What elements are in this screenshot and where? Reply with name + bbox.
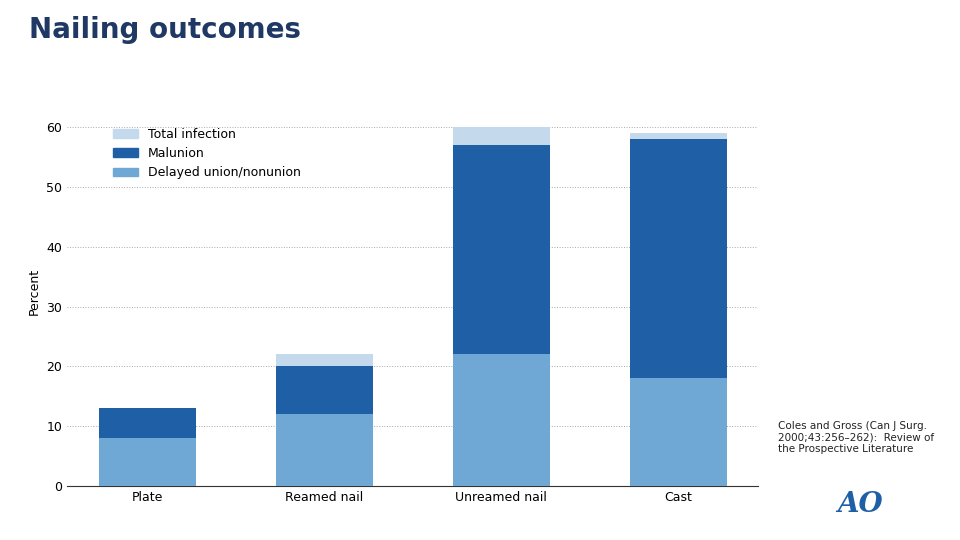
Text: Nailing outcomes: Nailing outcomes (29, 16, 300, 44)
Bar (99, 438, 196, 486)
Bar (276, 366, 373, 414)
Bar (630, 133, 727, 139)
Y-axis label: Percent: Percent (28, 268, 40, 315)
Bar (276, 354, 373, 366)
Bar (452, 354, 550, 486)
Text: AO: AO (837, 491, 883, 518)
Bar (276, 414, 373, 486)
Bar (452, 145, 550, 354)
Text: Coles and Gross (Can J Surg.
2000;43:256–262):  Review of
the Prospective Litera: Coles and Gross (Can J Surg. 2000;43:256… (778, 421, 934, 454)
Bar (630, 139, 727, 379)
Bar (452, 127, 550, 145)
Bar (99, 408, 196, 438)
Legend: Total infection, Malunion, Delayed union/nonunion: Total infection, Malunion, Delayed union… (108, 123, 306, 184)
Bar (630, 379, 727, 486)
